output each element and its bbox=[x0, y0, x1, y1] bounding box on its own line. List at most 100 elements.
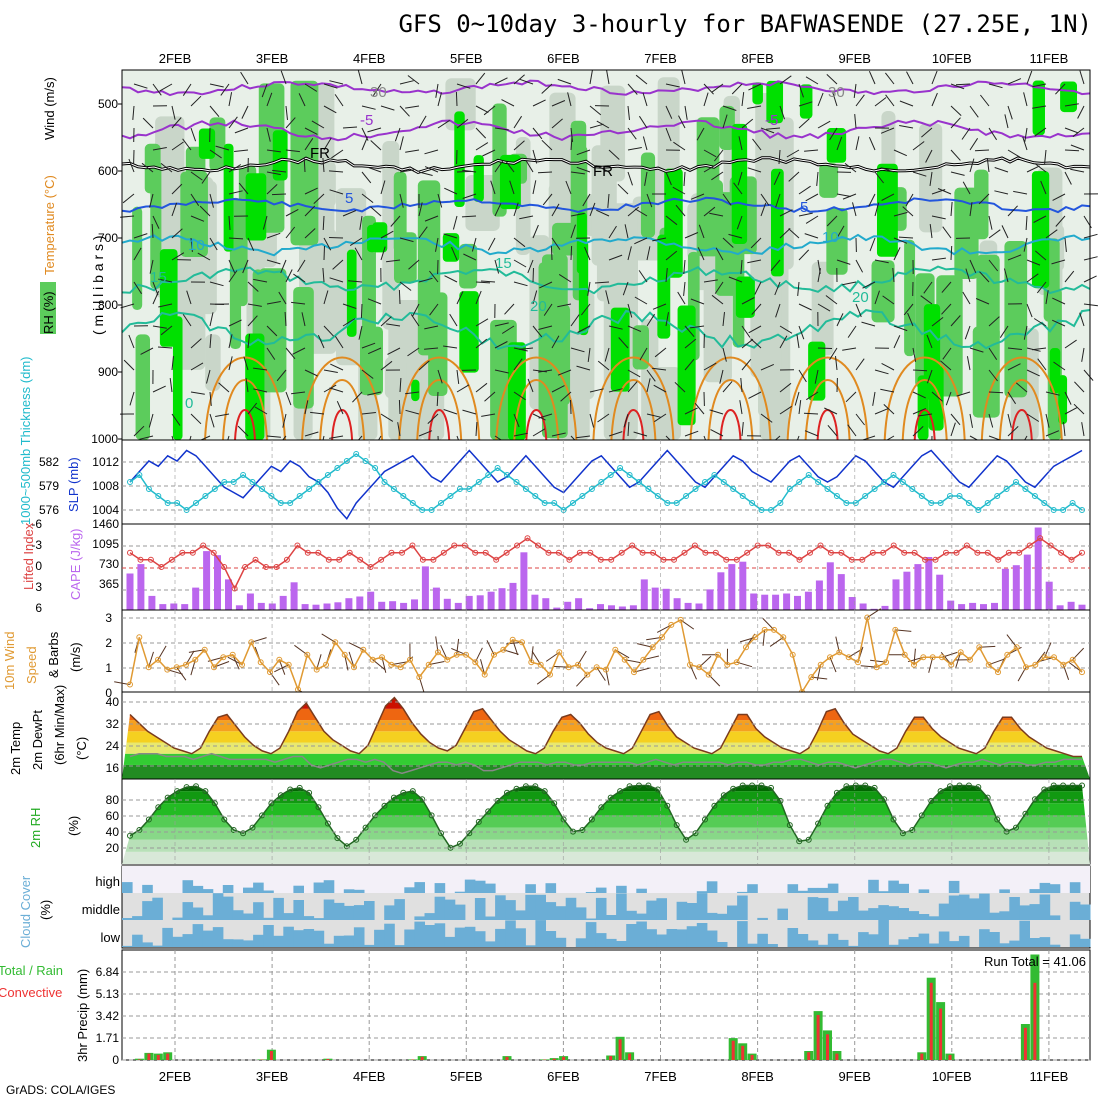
wind-barb bbox=[1001, 225, 1009, 239]
cloud-middle-bar bbox=[918, 914, 930, 920]
wind-barb bbox=[964, 325, 971, 340]
temp2m-tick-label: 16 bbox=[106, 761, 120, 775]
wind-barb bbox=[284, 311, 287, 327]
wind10-speed-point bbox=[472, 659, 479, 666]
wind-barb bbox=[171, 228, 183, 239]
wind-barb bbox=[684, 430, 699, 437]
wind-barb bbox=[152, 290, 160, 305]
wind-barb bbox=[1083, 233, 1098, 239]
precip-axis-label: 3hr Precip (mm) bbox=[75, 969, 90, 1062]
wind-barb bbox=[475, 318, 489, 327]
wind-barb bbox=[558, 273, 572, 283]
wind-barb bbox=[1007, 205, 1018, 217]
cloud-middle-bar bbox=[1079, 904, 1091, 920]
cape-bar bbox=[367, 591, 375, 610]
wind-barb bbox=[1079, 70, 1085, 85]
wind-barb bbox=[1070, 168, 1085, 173]
wind-barb bbox=[760, 363, 775, 371]
cloud-low-bar bbox=[212, 927, 224, 947]
thickness-point bbox=[871, 486, 878, 492]
wind-barb bbox=[842, 281, 857, 286]
wind-barb bbox=[969, 202, 973, 217]
wind-barb bbox=[988, 215, 993, 230]
thickness-point bbox=[193, 500, 199, 506]
wind-barb bbox=[950, 245, 953, 261]
wind-barb bbox=[342, 210, 357, 217]
wind-barb bbox=[703, 279, 718, 283]
wind-barb bbox=[1070, 144, 1085, 151]
wind-barb bbox=[1045, 229, 1058, 239]
wind-barb bbox=[139, 435, 154, 440]
cloud-low-bar bbox=[958, 935, 970, 947]
wind-barb bbox=[587, 347, 591, 362]
wind-barb bbox=[475, 127, 487, 139]
cloud-low-bar bbox=[858, 932, 869, 947]
wind-barb bbox=[646, 378, 651, 393]
precip-convective-bar bbox=[562, 1056, 566, 1060]
wind-barb bbox=[1007, 254, 1022, 261]
wind10-speed-point bbox=[388, 661, 395, 668]
wind10-speed-point bbox=[173, 664, 180, 671]
date-label-top: 8FEB bbox=[741, 51, 774, 66]
rh2m-point bbox=[720, 792, 727, 799]
lifted-index-point bbox=[1068, 556, 1075, 563]
rh2m-point bbox=[494, 797, 501, 804]
cloud-high-bar bbox=[999, 889, 1010, 893]
cloud-low-bar bbox=[474, 931, 486, 947]
temp-band bbox=[122, 764, 1090, 779]
rh-region-saturated bbox=[752, 82, 763, 105]
wind-barb bbox=[747, 105, 762, 109]
li-tick-label: 3 bbox=[35, 580, 42, 594]
wind-barb bbox=[893, 247, 901, 261]
cape-bar bbox=[958, 604, 966, 610]
cloud-level-label: middle bbox=[82, 902, 120, 917]
wind-barbs bbox=[119, 70, 1099, 451]
thickness-point bbox=[1013, 479, 1019, 485]
wind10-speed-point bbox=[677, 616, 684, 623]
rh-region-saturated bbox=[1049, 348, 1061, 394]
thickness-point bbox=[607, 472, 614, 478]
cloud-middle-bar bbox=[1039, 894, 1051, 920]
wind-barb bbox=[209, 312, 214, 327]
rh-band bbox=[122, 815, 1090, 828]
cape-bar bbox=[739, 561, 747, 610]
wind10-speed-point bbox=[192, 656, 199, 663]
wind-barb bbox=[494, 77, 508, 85]
wind-barb bbox=[209, 237, 218, 251]
rh-region-saturated bbox=[507, 342, 526, 440]
wind-barb bbox=[677, 291, 686, 305]
cape-bar bbox=[859, 603, 867, 610]
thickness-point bbox=[315, 479, 322, 485]
thickness-point bbox=[249, 479, 256, 485]
wind-barb bbox=[638, 270, 648, 283]
thickness-point bbox=[334, 465, 341, 471]
cloud-level-label: low bbox=[100, 930, 120, 945]
thickness-point bbox=[183, 507, 190, 513]
wind-barb bbox=[541, 83, 553, 94]
wind-barb bbox=[570, 347, 585, 353]
wind-barb bbox=[330, 363, 344, 371]
cape-bar bbox=[1001, 568, 1009, 610]
rh2m-point bbox=[994, 816, 1001, 823]
cloud-middle-bar bbox=[646, 900, 657, 920]
wind-barb bbox=[893, 237, 908, 244]
rh2m-tick-label: 40 bbox=[106, 825, 120, 839]
wind-barb bbox=[950, 315, 961, 327]
wind-barb bbox=[608, 325, 623, 330]
thickness-point bbox=[965, 500, 972, 506]
rh-region-moist bbox=[640, 152, 656, 238]
cape-bar bbox=[400, 602, 408, 610]
wind-barb bbox=[961, 127, 971, 140]
wind10-speed-point bbox=[789, 651, 796, 658]
wind-barb bbox=[304, 127, 318, 135]
li-axis-label: Lifted Index bbox=[21, 522, 36, 590]
wind-barb bbox=[405, 105, 420, 109]
wind10-speed-point bbox=[332, 639, 339, 646]
cloud-middle-bar bbox=[868, 908, 879, 920]
rh-region-moist bbox=[393, 232, 417, 284]
rh2m-point bbox=[541, 788, 548, 795]
wind-barb bbox=[817, 120, 831, 129]
isotherm-line bbox=[121, 233, 1091, 257]
rh-region-moist bbox=[135, 334, 151, 440]
wind-barb bbox=[719, 369, 724, 384]
